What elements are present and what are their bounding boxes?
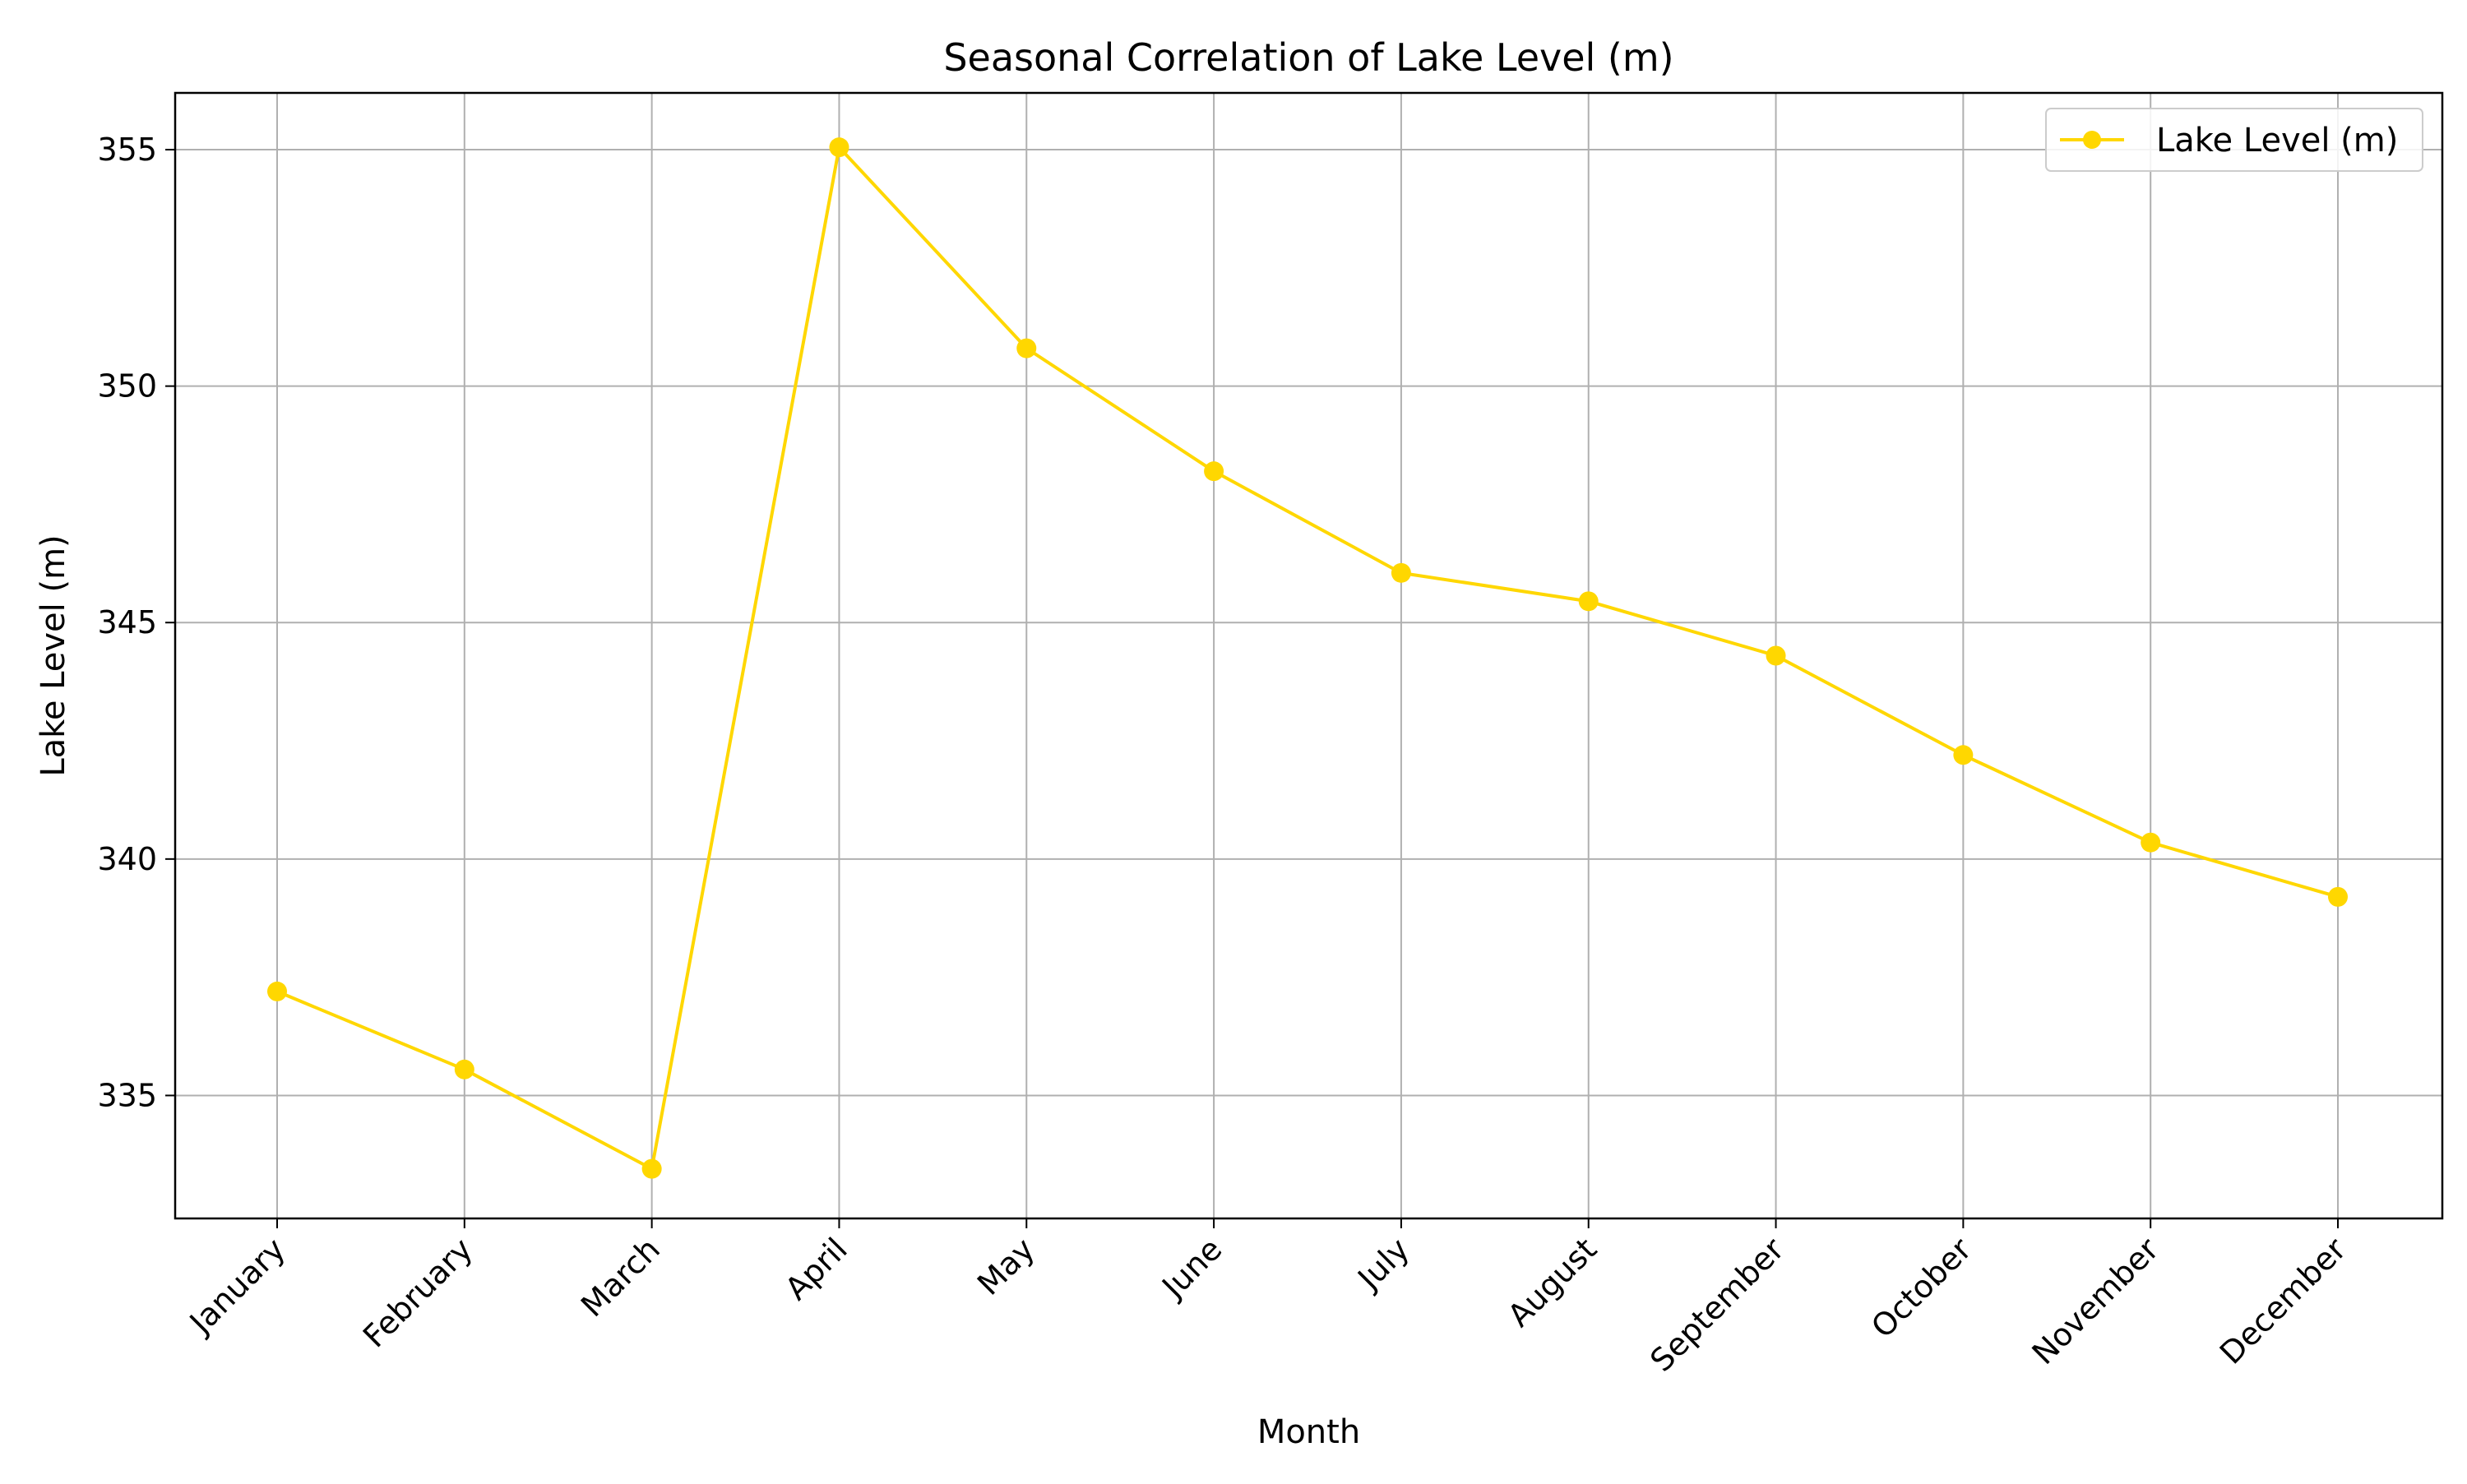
data-point — [1578, 591, 1599, 612]
y-tick-label: 345 — [97, 604, 157, 640]
data-point — [2328, 886, 2348, 907]
data-point — [1766, 645, 1786, 666]
y-axis-label: Lake Level (m) — [35, 534, 72, 776]
series-layer — [267, 137, 2348, 1179]
plot-frame — [174, 91, 2444, 1220]
data-point — [454, 1059, 474, 1079]
grid — [175, 93, 2442, 1218]
data-point — [1204, 461, 1224, 482]
data-point — [641, 1158, 662, 1179]
legend: Lake Level (m) — [2045, 108, 2423, 172]
legend-marker — [2083, 131, 2101, 149]
legend-label: Lake Level (m) — [2156, 122, 2398, 159]
data-point — [267, 981, 287, 1001]
y-tick-label: 355 — [97, 132, 157, 168]
x-axis-label: Month — [1257, 1413, 1360, 1451]
y-tick-label: 340 — [97, 841, 157, 877]
y-tick-label: 335 — [97, 1077, 157, 1113]
chart-title: Seasonal Correlation of Lake Level (m) — [943, 35, 1673, 80]
legend-box — [2045, 108, 2423, 172]
data-point — [829, 137, 849, 158]
data-point — [2141, 832, 2161, 853]
series-line — [276, 146, 2339, 1171]
y-tick-label: 350 — [97, 368, 157, 405]
data-point — [1391, 562, 1411, 583]
data-point — [1016, 338, 1037, 358]
data-point — [1953, 745, 1974, 765]
